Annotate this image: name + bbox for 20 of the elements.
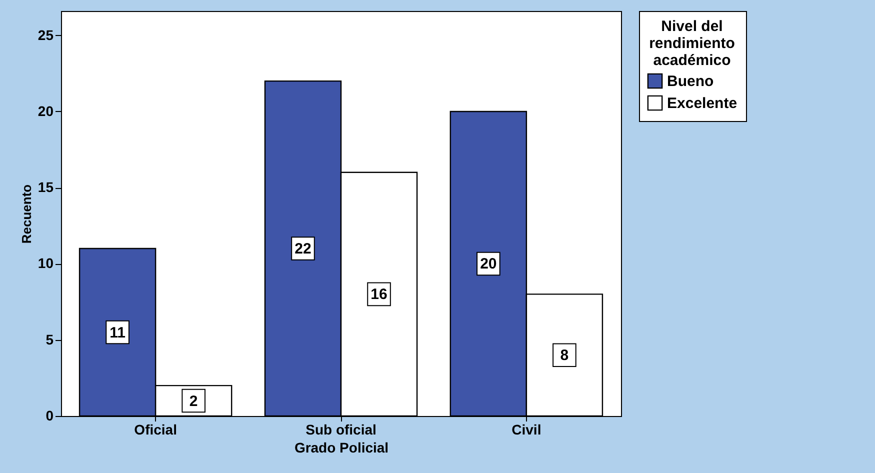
x-axis-title: Grado Policial [294,440,389,456]
data-label: 20 [480,256,497,273]
y-tick-label: 25 [38,26,54,43]
x-tick-label: Oficial [134,422,177,438]
x-tick-label: Sub oficial [306,422,376,438]
legend-label: Excelente [667,95,738,112]
y-tick-label: 5 [46,331,54,348]
legend-label: Bueno [667,73,714,90]
data-label: 2 [189,392,198,410]
data-label: 8 [560,347,569,364]
legend-title: Nivel del rendimiento académico [649,18,735,69]
y-axis-title: Recuento [18,184,34,244]
y-tick-label: 10 [38,255,54,272]
y-tick-label: 0 [46,408,54,424]
x-tick-label: Civil [512,422,542,438]
y-tick-label: 20 [38,102,54,119]
data-label: 11 [110,324,126,342]
data-label: 22 [294,240,312,258]
data-label: 16 [370,286,388,304]
y-tick-label: 15 [38,179,54,196]
